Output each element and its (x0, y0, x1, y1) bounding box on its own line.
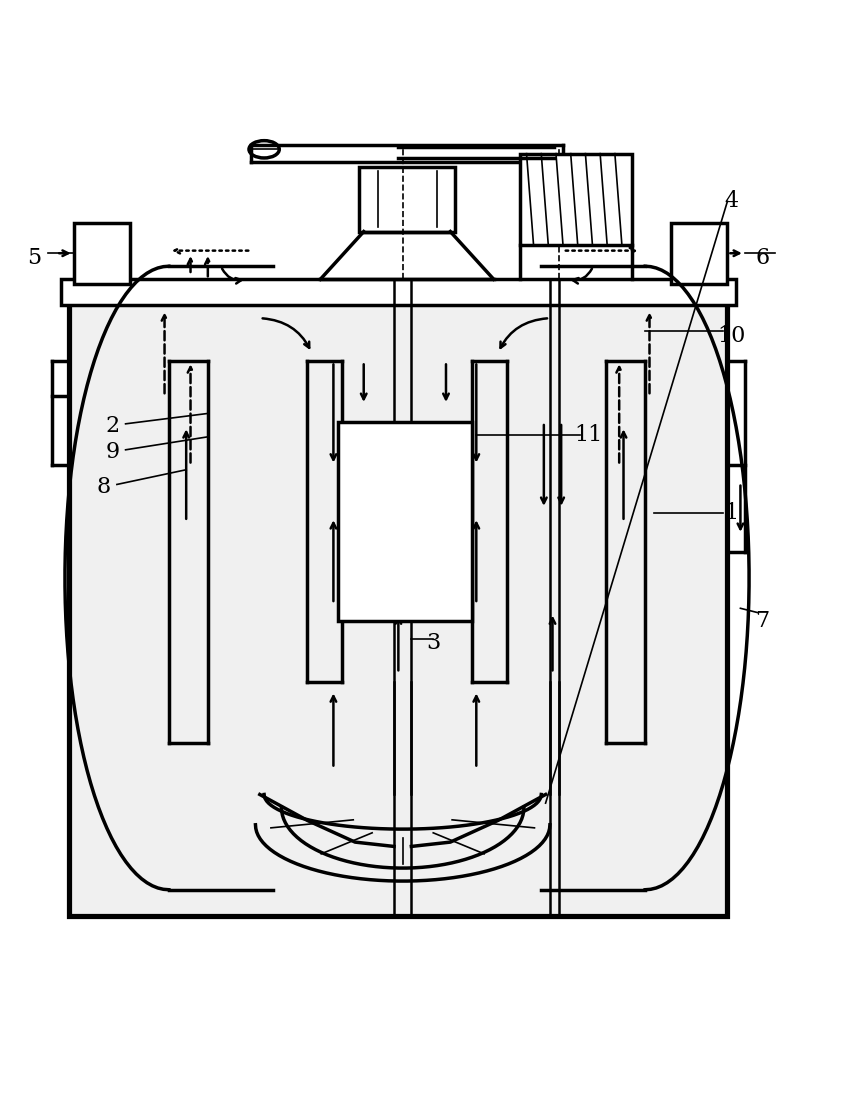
FancyBboxPatch shape (61, 279, 736, 305)
Text: 7: 7 (755, 611, 769, 633)
Text: 5: 5 (28, 246, 42, 268)
FancyBboxPatch shape (359, 167, 455, 232)
FancyBboxPatch shape (69, 293, 727, 915)
Text: 10: 10 (718, 325, 746, 347)
Text: 4: 4 (725, 190, 739, 212)
FancyBboxPatch shape (338, 422, 472, 622)
FancyBboxPatch shape (671, 223, 727, 284)
Text: 1: 1 (725, 502, 739, 524)
Text: 6: 6 (755, 246, 769, 268)
FancyBboxPatch shape (74, 223, 130, 284)
Text: 3: 3 (426, 631, 440, 654)
FancyBboxPatch shape (520, 153, 632, 245)
Text: 8: 8 (97, 476, 111, 498)
Text: 11: 11 (575, 424, 603, 446)
Text: 2: 2 (106, 415, 120, 437)
Text: 9: 9 (106, 442, 120, 464)
